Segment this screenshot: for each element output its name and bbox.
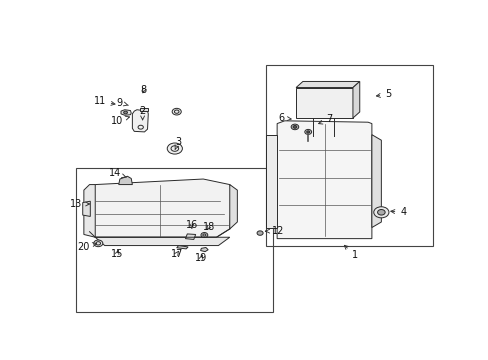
Text: 16: 16 [185,220,198,230]
Polygon shape [176,246,188,249]
Text: 12: 12 [265,226,283,236]
Circle shape [292,126,296,128]
Text: 10: 10 [110,116,129,126]
Text: 19: 19 [195,253,207,263]
Polygon shape [296,81,359,87]
Polygon shape [265,135,277,228]
Text: 3: 3 [175,136,182,149]
Circle shape [373,207,388,218]
Polygon shape [95,237,229,246]
Text: 15: 15 [111,249,123,259]
Circle shape [290,124,298,130]
Polygon shape [277,121,371,239]
Text: 2: 2 [139,106,145,120]
Text: 18: 18 [203,222,215,232]
Polygon shape [121,110,131,115]
Polygon shape [200,247,208,252]
Polygon shape [229,185,237,229]
Circle shape [172,108,181,115]
Circle shape [257,231,263,235]
Polygon shape [119,176,132,185]
Polygon shape [84,185,95,237]
Text: 20: 20 [77,242,96,252]
Circle shape [304,129,311,134]
Circle shape [94,240,102,247]
Text: 7: 7 [318,114,332,125]
Text: 5: 5 [376,90,390,99]
Bar [265,66,432,246]
Text: 14: 14 [108,168,126,179]
Polygon shape [89,179,231,237]
Text: 4: 4 [390,207,406,217]
Polygon shape [371,135,381,228]
Circle shape [123,111,127,114]
Text: 1: 1 [344,245,358,260]
Polygon shape [352,81,359,118]
Polygon shape [82,201,90,216]
Circle shape [377,210,385,215]
Circle shape [306,131,309,133]
Text: 6: 6 [278,113,290,123]
Polygon shape [140,108,147,111]
Text: 11: 11 [93,96,115,107]
Circle shape [201,233,207,238]
Polygon shape [296,87,352,118]
Bar [76,168,273,312]
Text: 17: 17 [170,249,183,259]
Text: 8: 8 [141,85,146,95]
Text: 9: 9 [117,98,128,108]
Circle shape [167,143,182,154]
Polygon shape [132,110,148,132]
Polygon shape [185,234,195,239]
Text: 13: 13 [70,199,89,209]
